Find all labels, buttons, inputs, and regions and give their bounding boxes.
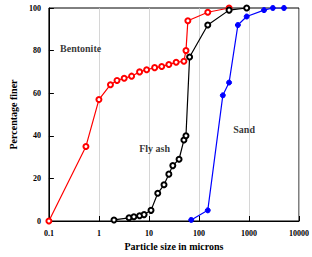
svg-text:10: 10 bbox=[145, 229, 153, 238]
svg-text:80: 80 bbox=[33, 46, 41, 55]
svg-text:40: 40 bbox=[33, 131, 41, 140]
svg-text:Particle size in microns: Particle size in microns bbox=[124, 241, 223, 252]
svg-text:0: 0 bbox=[37, 217, 41, 226]
svg-text:60: 60 bbox=[33, 89, 41, 98]
svg-text:1: 1 bbox=[97, 229, 101, 238]
svg-text:Bentonite: Bentonite bbox=[60, 43, 102, 54]
svg-text:Percentage finer: Percentage finer bbox=[8, 79, 19, 150]
svg-text:100: 100 bbox=[29, 4, 41, 13]
svg-text:100: 100 bbox=[193, 229, 205, 238]
svg-text:0.1: 0.1 bbox=[44, 229, 54, 238]
svg-text:Sand: Sand bbox=[233, 124, 255, 135]
svg-text:10000: 10000 bbox=[289, 229, 309, 238]
svg-text:20: 20 bbox=[33, 174, 41, 183]
svg-text:1000: 1000 bbox=[241, 229, 257, 238]
svg-text:Fly ash: Fly ash bbox=[139, 143, 170, 154]
